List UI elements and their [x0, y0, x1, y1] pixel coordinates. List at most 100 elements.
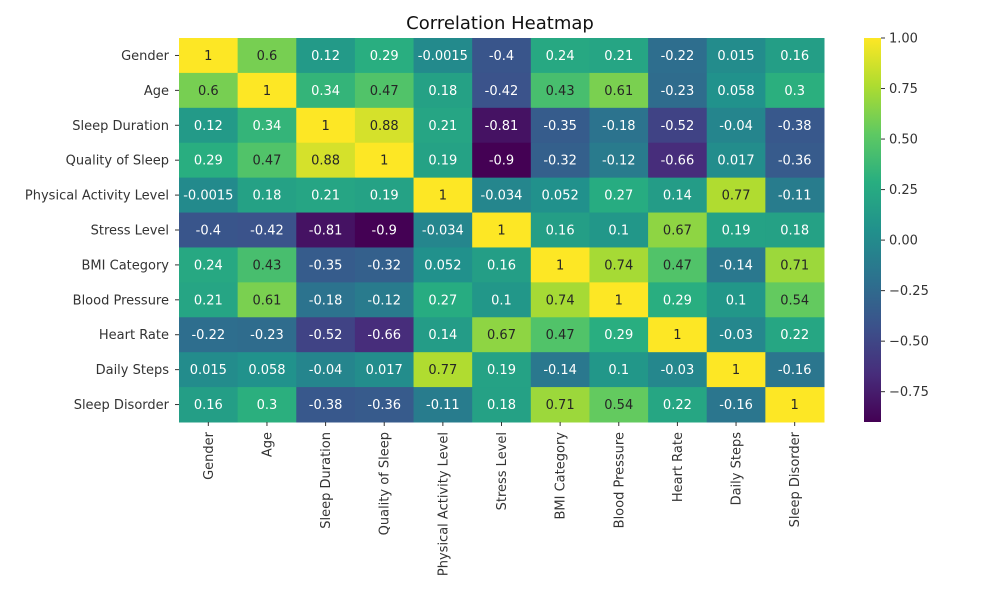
heatmap-cell: [413, 212, 473, 248]
heatmap-cell: [589, 72, 649, 109]
cell-value-label: 0.18: [252, 189, 281, 204]
heatmap-cell: [354, 107, 415, 144]
cell-value-label: 0.16: [546, 224, 575, 239]
heatmap-cell: [706, 282, 766, 318]
heatmap-cell: [472, 142, 532, 179]
heatmap-cell: [237, 247, 297, 283]
colorbar-tick-label: 0.50: [889, 133, 918, 148]
heatmap-cell: [765, 177, 825, 214]
cell-value-label: 1: [321, 119, 329, 134]
row-label: Age: [144, 84, 169, 99]
colorbar-tick-label: 0.75: [889, 82, 918, 97]
cell-value-label: 0.67: [663, 224, 692, 239]
heatmap-cell: [706, 142, 766, 179]
cell-value-label: 0.16: [194, 398, 223, 413]
row-label: Heart Rate: [99, 328, 169, 343]
heatmap-cell: [237, 317, 297, 353]
cell-value-label: 0.22: [780, 328, 809, 343]
column-labels: Gender Age Sleep Duration Quality of Sleep P…: [202, 422, 803, 576]
colorbar-tick-label: 1.00: [889, 32, 918, 47]
cell-value-label: -0.22: [661, 49, 695, 64]
cell-value-label: -0.23: [661, 84, 695, 99]
heatmap-cell: [413, 317, 473, 353]
heatmap-cell: [530, 38, 590, 74]
row-label: BMI Category: [82, 258, 170, 273]
cell-value-label: 0.6: [198, 84, 219, 99]
heatmap-cell: [237, 38, 297, 74]
cell-value-label: -0.034: [481, 189, 523, 204]
cell-value-label: -0.36: [778, 154, 812, 169]
heatmap-cell: [589, 247, 649, 283]
heatmap-cell: [237, 212, 297, 248]
cell-value-label: -0.32: [543, 154, 577, 169]
column-label: Sleep Duration: [319, 432, 334, 529]
cell-value-label: 0.29: [370, 49, 399, 64]
heatmap-cell: [472, 247, 532, 283]
column-label: Sleep Disorder: [788, 431, 803, 527]
colorbar-tick-label: 0.00: [889, 234, 918, 249]
heatmap-cell: [589, 387, 649, 423]
heatmap-cell: [472, 352, 532, 388]
cell-value-label: 0.88: [311, 154, 340, 169]
cell-value-label: 0.27: [604, 189, 633, 204]
cell-value-label: 0.34: [252, 119, 281, 134]
heatmap-cell: [706, 38, 766, 74]
colorbar-tick-label: 0.25: [889, 183, 918, 198]
cell-value-label: 0.19: [370, 189, 399, 204]
cell-value-label: -0.12: [602, 154, 636, 169]
heatmap-cell: [648, 282, 708, 318]
heatmap-cell: [765, 247, 825, 283]
cell-value-label: -0.22: [191, 328, 225, 343]
heatmap-cell: [413, 352, 473, 388]
cell-value-label: 0.47: [663, 258, 692, 273]
heatmap-cell: [472, 38, 532, 74]
heatmap-cell: [296, 107, 356, 144]
cell-value-label: -0.66: [661, 154, 695, 169]
cell-value-label: -0.04: [719, 119, 753, 134]
heatmap-cell: [296, 317, 356, 353]
cell-value-label: 0.16: [780, 49, 809, 64]
cell-value-label: 1: [204, 49, 212, 64]
cell-value-label: 0.1: [608, 224, 629, 239]
cell-value-label: 0.058: [717, 84, 754, 99]
heatmap-cell: [530, 177, 590, 214]
heatmap-cell: [237, 177, 297, 214]
heatmap-cell: [472, 317, 532, 353]
cell-value-label: -0.4: [489, 49, 514, 64]
heatmap-cell: [413, 177, 473, 214]
cell-value-label: -0.9: [489, 154, 514, 169]
column-label: Quality of Sleep: [378, 432, 393, 535]
cell-value-label: 0.61: [604, 84, 633, 99]
cell-value-label: -0.03: [661, 363, 695, 378]
heatmap-cells: 1 0.6 0.12 0.29 -0.0015 -0.4 0.24 0.21 -0.22 0.01…: [179, 38, 825, 423]
heatmap-cell: [765, 317, 825, 353]
heatmap-cell: [706, 387, 766, 423]
cell-value-label: 0.3: [257, 398, 278, 413]
column-label: Daily Steps: [730, 432, 745, 506]
row-label: Physical Activity Level: [25, 189, 169, 204]
heatmap-cell: [237, 387, 297, 423]
heatmap-cell: [765, 72, 825, 109]
heatmap-cell: [413, 247, 473, 283]
cell-value-label: 0.017: [717, 154, 754, 169]
cell-value-label: -0.23: [250, 328, 284, 343]
heatmap-cell: [354, 38, 415, 74]
chart-title: Correlation Heatmap: [406, 13, 594, 34]
cell-value-label: 0.77: [428, 363, 457, 378]
heatmap-cell: [354, 352, 415, 388]
heatmap-cell: [706, 352, 766, 388]
heatmap-cell: [589, 317, 649, 353]
cell-value-label: 0.27: [428, 293, 457, 308]
cell-value-label: 0.47: [546, 328, 575, 343]
row-label: Sleep Duration: [72, 119, 169, 134]
cell-value-label: -0.16: [778, 363, 812, 378]
cell-value-label: -0.42: [250, 224, 284, 239]
heatmap-cell: [354, 387, 415, 423]
cell-value-label: 0.43: [252, 258, 281, 273]
heatmap-cell: [237, 142, 297, 179]
heatmap-cell: [179, 247, 239, 283]
row-label: Gender: [121, 49, 170, 64]
heatmap-cell: [237, 107, 297, 144]
heatmap-cell: [179, 352, 239, 388]
cell-value-label: 1: [439, 189, 447, 204]
